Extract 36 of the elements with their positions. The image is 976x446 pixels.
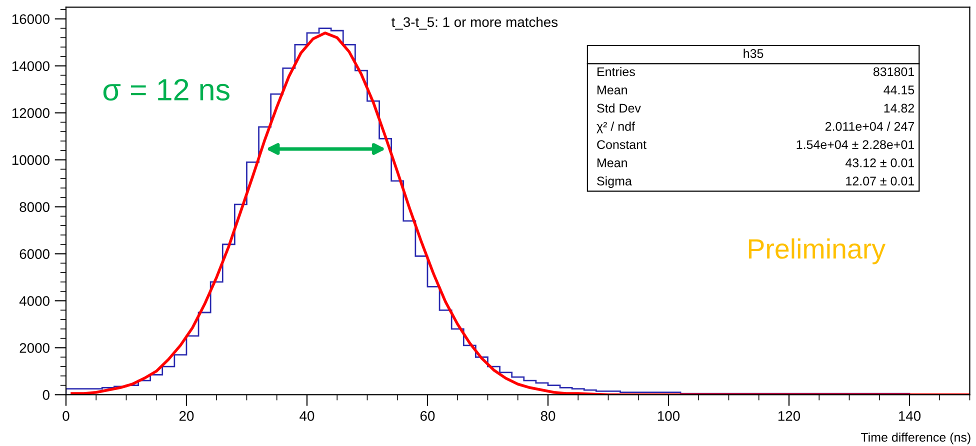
y-tick-label: 16000 bbox=[12, 14, 50, 24]
annotation: Mean bbox=[598, 86, 627, 94]
x-tick-label: 40 bbox=[300, 411, 314, 421]
y-tick-label: 14000 bbox=[12, 61, 50, 72]
y-tick-label: 12000 bbox=[12, 108, 50, 118]
y-tick-label: 8000 bbox=[20, 202, 50, 212]
annotation: Preliminary bbox=[748, 238, 886, 264]
annotation: Constant bbox=[597, 140, 646, 150]
annotation: 43.12 ± 0.01 bbox=[846, 158, 914, 168]
x-axis-title: Time difference (ns) bbox=[860, 432, 970, 444]
annotation: 2.011e+04 / 247 bbox=[825, 122, 914, 131]
y-tick-label: 4000 bbox=[19, 296, 50, 306]
x-tick-label: 120 bbox=[778, 411, 800, 421]
annotation: 831801 bbox=[873, 67, 914, 76]
annotation: Sigma bbox=[597, 176, 632, 188]
x-tick-label: 100 bbox=[658, 411, 680, 421]
annotation: 44.15 bbox=[884, 86, 914, 94]
x-tick-label: 80 bbox=[540, 411, 556, 421]
x-tick-label: 0 bbox=[62, 411, 70, 421]
annotation: Entries bbox=[598, 67, 635, 76]
x-tick-label: 20 bbox=[179, 411, 194, 421]
x-tick-label: 60 bbox=[420, 411, 435, 421]
x-tick-label: 140 bbox=[898, 411, 921, 421]
y-tick-label: 10000 bbox=[12, 155, 50, 165]
y-tick-label: 2000 bbox=[20, 343, 50, 353]
text: t_3-t_5: 1 or more matches bbox=[392, 16, 558, 30]
annotation: χ² / ndf bbox=[596, 122, 636, 134]
annotation: σ = 12 ns bbox=[103, 78, 230, 101]
annotation: Std Dev bbox=[597, 103, 641, 113]
annotation: 1.54e+04 ± 2.28e+01 bbox=[796, 140, 914, 150]
y-tick-label: 0 bbox=[42, 390, 50, 400]
annotation: 14.82 bbox=[884, 104, 914, 113]
annotation: Mean bbox=[598, 158, 627, 168]
annotation: 12.07 ± 0.01 bbox=[846, 176, 914, 186]
y-tick-label: 6000 bbox=[20, 249, 50, 259]
annotation: h35 bbox=[744, 48, 764, 58]
